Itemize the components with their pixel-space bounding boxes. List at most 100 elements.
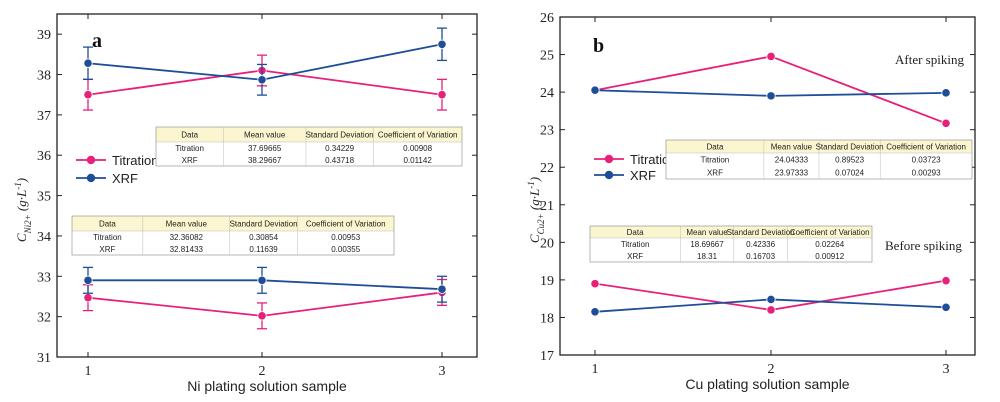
series-line-xrf	[87, 43, 443, 81]
data-point-xrf	[941, 88, 951, 98]
table-header-cell: Coefficient of Variation	[886, 143, 966, 152]
legend-label: XRF	[112, 171, 138, 186]
y-tick-label: 32	[37, 311, 51, 326]
table-body-bg	[72, 231, 394, 255]
table-header-cell: Mean value	[244, 131, 286, 140]
table-cell: 0.00355	[331, 245, 360, 254]
table-header-cell: Data	[627, 228, 644, 237]
table-cell: 0.00908	[403, 144, 432, 153]
table-cell: 0.00912	[815, 252, 844, 261]
data-point-titration	[766, 51, 776, 62]
table-cell: XRF	[707, 169, 723, 178]
x-tick-label: 3	[439, 364, 446, 379]
data-point-xrf	[766, 91, 776, 101]
data-point-xrf	[257, 75, 267, 85]
y-axis-title: CNi2+ (g·L-1)	[13, 178, 33, 242]
x-tick-label: 3	[943, 362, 950, 377]
data-point-xrf	[83, 275, 93, 285]
series-line-titration	[87, 291, 443, 317]
y-tick-label: 38	[37, 69, 51, 84]
table-header-cell: Data	[707, 143, 724, 152]
data-point-titration	[437, 90, 447, 100]
table-header-cell: Standard Deviation	[230, 220, 298, 229]
y-title-exponent: -1	[526, 181, 536, 189]
table-header-cell: Mean value	[686, 228, 728, 237]
x-tick-label: 2	[768, 362, 775, 377]
table-cell: 0.03723	[912, 156, 941, 165]
plot-frame	[559, 16, 976, 356]
panel-label: b	[593, 35, 604, 57]
panel-label: a	[92, 30, 102, 52]
data-point-titration	[257, 311, 267, 321]
series-line-titration	[594, 55, 947, 125]
y-title-close: )	[527, 177, 542, 182]
table-cell: 23.97333	[775, 169, 809, 178]
legend-marker	[86, 155, 96, 165]
y-tick-label: 37	[37, 109, 51, 124]
y-tick-label: 34	[37, 230, 51, 245]
y-tick-label: 23	[540, 124, 554, 139]
data-point-xrf	[590, 85, 600, 95]
table-cell: 0.02264	[815, 240, 844, 249]
y-tick-label: 26	[540, 11, 554, 26]
x-tick-label: 1	[592, 362, 599, 377]
chart-panel-a: 31 32 33 34 35 36 37 38 39 1 2 3 Ni plating solution…	[13, 13, 478, 394]
y-tick-label: 35	[37, 190, 51, 205]
table-cell: 0.00293	[912, 169, 941, 178]
y-tick-label: 25	[540, 49, 554, 64]
table-cell: XRF	[182, 156, 198, 165]
table-header-bg	[156, 127, 462, 142]
table-cell: 0.42336	[746, 240, 775, 249]
table-cell: 24.04333	[775, 156, 809, 165]
y-title-exponent: -1	[13, 182, 23, 190]
data-point-xrf	[941, 302, 951, 312]
legend-marker	[86, 173, 96, 183]
y-tick-label: 31	[37, 351, 51, 366]
y-axis-title: CCu2+ (g·L-1)	[526, 177, 546, 243]
legend-label: Titration	[112, 153, 158, 168]
y-title-unit: (g·L	[527, 189, 542, 214]
table-cell: 18.69667	[690, 240, 724, 249]
table-cell: Titration	[621, 240, 650, 249]
table-header-cell: Standard Deviation	[816, 143, 884, 152]
data-point-titration	[83, 90, 93, 100]
table-cell: XRF	[627, 252, 643, 261]
table-cell: 0.43718	[325, 156, 354, 165]
x-tick-label: 2	[259, 364, 266, 379]
table-header-cell: Coefficient of Variation	[378, 131, 458, 140]
y-tick-label: 19	[540, 274, 554, 289]
table-cell: 0.16703	[746, 252, 775, 261]
data-point-titration	[941, 118, 951, 128]
y-tick-label: 17	[540, 349, 554, 364]
plot-frame	[56, 13, 478, 358]
table-cell: 18.31	[697, 252, 718, 261]
x-axis-title: Ni plating solution sample	[187, 378, 347, 394]
y-title-unit: (g·L	[14, 190, 29, 215]
x-axis-title: Cu plating solution sample	[685, 376, 849, 392]
legend-label: XRF	[630, 168, 656, 183]
table-border	[155, 126, 463, 167]
table-header-cell: Standard Deviation	[727, 228, 795, 237]
data-point-titration	[941, 276, 951, 286]
table-border	[589, 225, 873, 263]
annotation-text: Before spiking	[885, 238, 962, 253]
y-tick-label: 18	[540, 311, 554, 326]
data-point-xrf	[437, 284, 447, 294]
table-header-cell: Mean value	[771, 143, 813, 152]
x-tick-label: 1	[85, 364, 92, 379]
annotation-text: After spiking	[895, 52, 964, 67]
data-point-xrf	[83, 58, 93, 68]
table-cell: Titration	[175, 144, 204, 153]
table-header-bg	[590, 226, 872, 238]
y-tick-label: 22	[540, 161, 554, 176]
table-header-cell: Standard Deviation	[306, 131, 374, 140]
table-cell: Titration	[93, 233, 122, 242]
table-border	[71, 215, 395, 256]
table-header-cell: Coefficient of Variation	[306, 220, 386, 229]
table-header-bg	[72, 216, 394, 231]
y-title-symbol: C	[527, 234, 542, 243]
table-cell: XRF	[99, 245, 115, 254]
